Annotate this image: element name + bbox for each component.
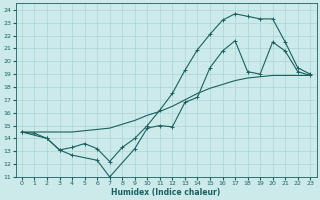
X-axis label: Humidex (Indice chaleur): Humidex (Indice chaleur) [111, 188, 221, 197]
